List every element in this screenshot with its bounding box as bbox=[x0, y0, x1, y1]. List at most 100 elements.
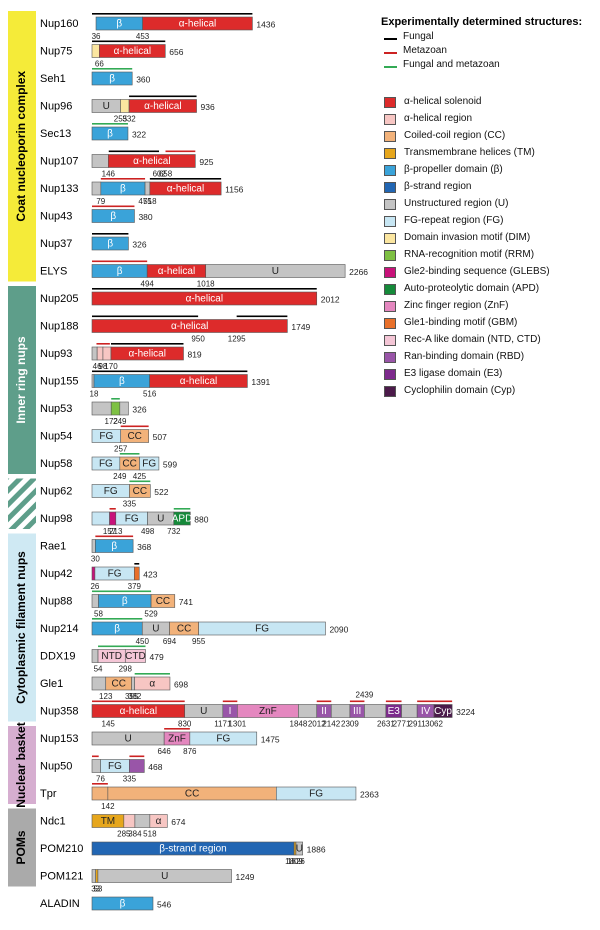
domain-label: α-helical bbox=[144, 101, 181, 112]
structure-line bbox=[92, 68, 133, 70]
protein-name: Nup88 bbox=[40, 595, 72, 607]
boundary-label: 494 bbox=[141, 280, 155, 289]
legend-line-2: Fungal and metazoan bbox=[381, 59, 596, 73]
protein-length: 479 bbox=[150, 652, 164, 662]
domain-u bbox=[91, 401, 112, 416]
domain-beta bbox=[91, 126, 129, 141]
domain-beta bbox=[91, 236, 129, 251]
domain-glebs bbox=[91, 566, 96, 581]
domain-label: α-helical bbox=[167, 184, 204, 195]
domain-label: α-helical bbox=[186, 294, 223, 305]
legend-domain-label: Gle1-binding motif (GBM) bbox=[404, 317, 518, 328]
structure-line bbox=[98, 645, 146, 648]
boundary-label-top: 2439 bbox=[356, 691, 374, 700]
protein-name: Nup50 bbox=[40, 760, 72, 772]
boundary-label: 450 bbox=[136, 637, 150, 646]
protein-length: 656 bbox=[169, 47, 183, 57]
protein-name: Nup42 bbox=[40, 568, 72, 580]
protein-length: 1749 bbox=[291, 322, 310, 332]
protein-name: Nup53 bbox=[40, 403, 72, 415]
legend-domain-swatch bbox=[384, 199, 396, 210]
domain-label: I bbox=[229, 706, 232, 717]
protein-length: 741 bbox=[179, 597, 193, 607]
protein-row-ddx19: DDX19 NTD CTD 479 54 298 bbox=[40, 645, 164, 674]
boundary-label: 602 bbox=[153, 170, 167, 179]
domain-fg bbox=[198, 621, 326, 636]
legend-domain-6: Unstructured region (U) bbox=[381, 197, 596, 214]
domain-u bbox=[97, 869, 232, 883]
domain-label: U bbox=[272, 266, 279, 277]
protein-name: ELYS bbox=[40, 265, 67, 277]
structure-line bbox=[316, 700, 332, 703]
boundary-label: 123 bbox=[99, 692, 113, 701]
domain-fg bbox=[189, 731, 258, 746]
legend-line-label: Fungal bbox=[403, 31, 434, 42]
domain-gbm bbox=[134, 566, 140, 581]
legend: Experimentally determined structures: Fu… bbox=[381, 16, 596, 401]
boundary-label: 2631 bbox=[377, 720, 395, 729]
domain-label: β bbox=[122, 596, 128, 607]
domain-label: FG bbox=[108, 761, 122, 772]
boundary-label: 658 bbox=[159, 170, 173, 179]
legend-domain-2: Coiled-coil region (CC) bbox=[381, 129, 596, 146]
legend-domain-label: β-propeller domain (β) bbox=[404, 164, 503, 175]
group-label-2: Cytoplasmic filament nups bbox=[14, 551, 28, 704]
structure-line bbox=[134, 563, 140, 565]
protein-row-seh1: Seh1 β 360 bbox=[40, 68, 151, 86]
domain-helical bbox=[99, 44, 166, 58]
boundary-label: 285 bbox=[117, 830, 131, 839]
domain-label: ZnF bbox=[259, 706, 277, 717]
protein-name: Nup37 bbox=[40, 238, 72, 250]
domain-helical_region bbox=[134, 676, 171, 691]
domain-label: β bbox=[117, 266, 123, 277]
domain-u bbox=[364, 704, 387, 718]
domain-u bbox=[119, 401, 129, 416]
boundary-label: 98 bbox=[98, 362, 107, 371]
structure-line bbox=[129, 95, 197, 98]
domain-helical bbox=[128, 99, 197, 113]
protein-length: 1156 bbox=[225, 184, 244, 194]
domain-label: CTD bbox=[125, 651, 146, 662]
structure-line bbox=[109, 508, 116, 510]
protein-row-nup58: Nup58 FG CC FG 599 249 425 bbox=[40, 453, 177, 481]
legend-domain-8: Domain invasion motif (DIM) bbox=[381, 231, 596, 248]
domain-helical bbox=[149, 181, 222, 196]
domain-u bbox=[91, 869, 96, 883]
structure-line bbox=[222, 700, 238, 703]
domain-label: E3 bbox=[388, 706, 401, 717]
domain-u bbox=[401, 704, 418, 718]
domain-label: FG bbox=[104, 486, 118, 497]
domain-label: FG bbox=[309, 789, 323, 800]
legend-domain-types: α-helical solenoid α-helical region Coiled… bbox=[381, 95, 596, 401]
protein-name: Nup133 bbox=[40, 183, 79, 195]
legend-domain-swatch bbox=[384, 318, 396, 329]
protein-row-nup54: Nup54 FG CC 507 257 bbox=[40, 425, 167, 454]
domain-cyp bbox=[433, 704, 453, 718]
protein-row-nup43: Nup43 β 380 bbox=[40, 205, 153, 223]
protein-row-sec13: Sec13 β 322 bbox=[40, 123, 146, 141]
structure-line bbox=[134, 673, 170, 675]
domain-helical bbox=[91, 319, 288, 333]
domain-tm bbox=[95, 869, 99, 883]
boundary-label: 475 bbox=[138, 197, 152, 206]
protein-name: Rae1 bbox=[40, 540, 66, 552]
structure-line bbox=[349, 700, 365, 703]
protein-length: 2266 bbox=[349, 267, 368, 277]
domain-u bbox=[91, 154, 109, 168]
boundary-label: 2771 bbox=[393, 720, 411, 729]
legend-domain-swatch bbox=[384, 114, 396, 125]
domain-label: β bbox=[119, 376, 125, 387]
boundary-label: 54 bbox=[94, 665, 103, 674]
boundary-label: 498 bbox=[141, 527, 155, 536]
boundary-label: 332 bbox=[122, 115, 136, 124]
protein-length: 380 bbox=[138, 212, 152, 222]
domain-cc bbox=[150, 594, 176, 608]
protein-name: Nup54 bbox=[40, 430, 72, 442]
domain-label: α-helical bbox=[120, 706, 157, 717]
domain-label: CC bbox=[185, 789, 199, 800]
boundary-label: 213 bbox=[109, 527, 123, 536]
legend-domain-swatch bbox=[384, 386, 396, 397]
boundary-label: 694 bbox=[163, 637, 177, 646]
protein-length: 322 bbox=[132, 129, 146, 139]
